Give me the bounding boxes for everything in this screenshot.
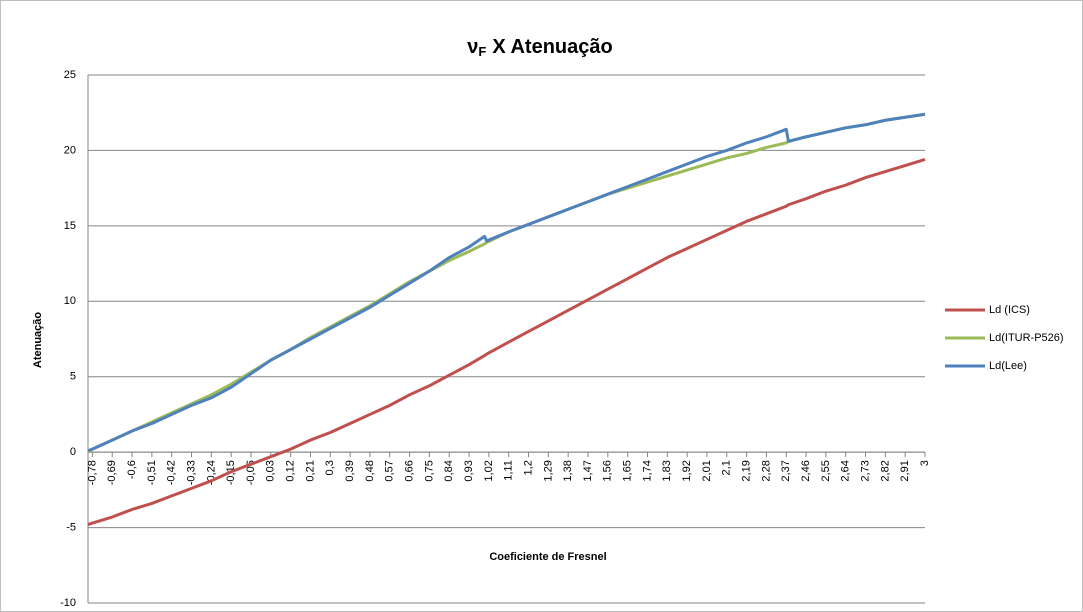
x-tick-label: 0,3 [324, 460, 336, 475]
x-tick-label: 0,75 [423, 460, 435, 481]
x-tick-label: 2,64 [840, 460, 852, 481]
x-tick-label: 2,28 [760, 460, 772, 481]
y-tick-label: -5 [66, 521, 76, 533]
x-tick-label: -0,69 [106, 460, 118, 485]
x-tick-label: 2,82 [879, 460, 891, 481]
x-tick-label: 2,46 [800, 460, 812, 481]
y-tick-label: -10 [60, 597, 76, 609]
x-tick-label: 2,91 [899, 460, 911, 481]
x-tick-label: 2,01 [701, 460, 713, 481]
chart-title: νF X Atenuação [467, 36, 612, 59]
x-tick-label: 3 [919, 460, 931, 466]
x-tick-label: 2,55 [820, 460, 832, 481]
legend-label: Ld(ITUR-P526) [989, 332, 1064, 344]
x-tick-label: 0,66 [403, 460, 415, 481]
x-tick-label: -0,33 [185, 460, 197, 485]
y-tick-label: 10 [64, 295, 76, 307]
x-tick-label: 1,47 [582, 460, 594, 481]
y-tick-label: 25 [64, 69, 76, 81]
x-tick-label: 2,73 [859, 460, 871, 481]
y-tick-label: 15 [64, 220, 76, 232]
x-tick-label: -0,42 [166, 460, 178, 485]
x-tick-label: 2,37 [780, 460, 792, 481]
x-axis-title: Coeficiente de Fresnel [489, 551, 606, 563]
series-line [87, 158, 926, 526]
title-subscript: F [478, 44, 486, 59]
x-tick-label: 1,2 [522, 460, 534, 475]
legend-label: Ld(Lee) [989, 360, 1027, 372]
y-tick-label: 0 [70, 446, 76, 458]
x-tick-label: 1,74 [641, 460, 653, 481]
x-tick-label: 2,1 [721, 460, 733, 475]
x-tick-label: -0,51 [146, 460, 158, 485]
x-tick-label: 1,65 [622, 460, 634, 481]
x-tick-label: 1,56 [602, 460, 614, 481]
x-tick-label: 0,48 [364, 460, 376, 481]
x-tick-label: 1,83 [661, 460, 673, 481]
y-tick-label: 5 [70, 371, 76, 383]
x-tick-label: 0,93 [463, 460, 475, 481]
x-tick-label: 0,57 [384, 460, 396, 481]
x-tick-label: 0,84 [443, 460, 455, 481]
x-tick-label: 0,03 [265, 460, 277, 481]
x-tick-label: 1,02 [483, 460, 495, 481]
x-tick-label: 1,29 [542, 460, 554, 481]
x-tick-label: -0,6 [126, 460, 138, 479]
x-tick-label: 1,38 [562, 460, 574, 481]
title-text: X Atenuação [492, 36, 612, 58]
x-tick-label: -0,78 [86, 460, 98, 485]
x-tick-label: 0,12 [285, 460, 297, 481]
y-tick-label: 20 [64, 144, 76, 156]
series-line [87, 112, 926, 453]
legend-label: Ld (ICS) [989, 304, 1030, 316]
x-tick-label: 1,11 [503, 460, 515, 481]
x-tick-label: 0,39 [344, 460, 356, 481]
x-tick-label: 1,92 [681, 460, 693, 481]
x-tick-label: 0,21 [304, 460, 316, 481]
x-tick-label: 2,19 [740, 460, 752, 481]
y-axis-title: Atenuação [32, 312, 44, 369]
title-symbol: ν [467, 36, 478, 58]
